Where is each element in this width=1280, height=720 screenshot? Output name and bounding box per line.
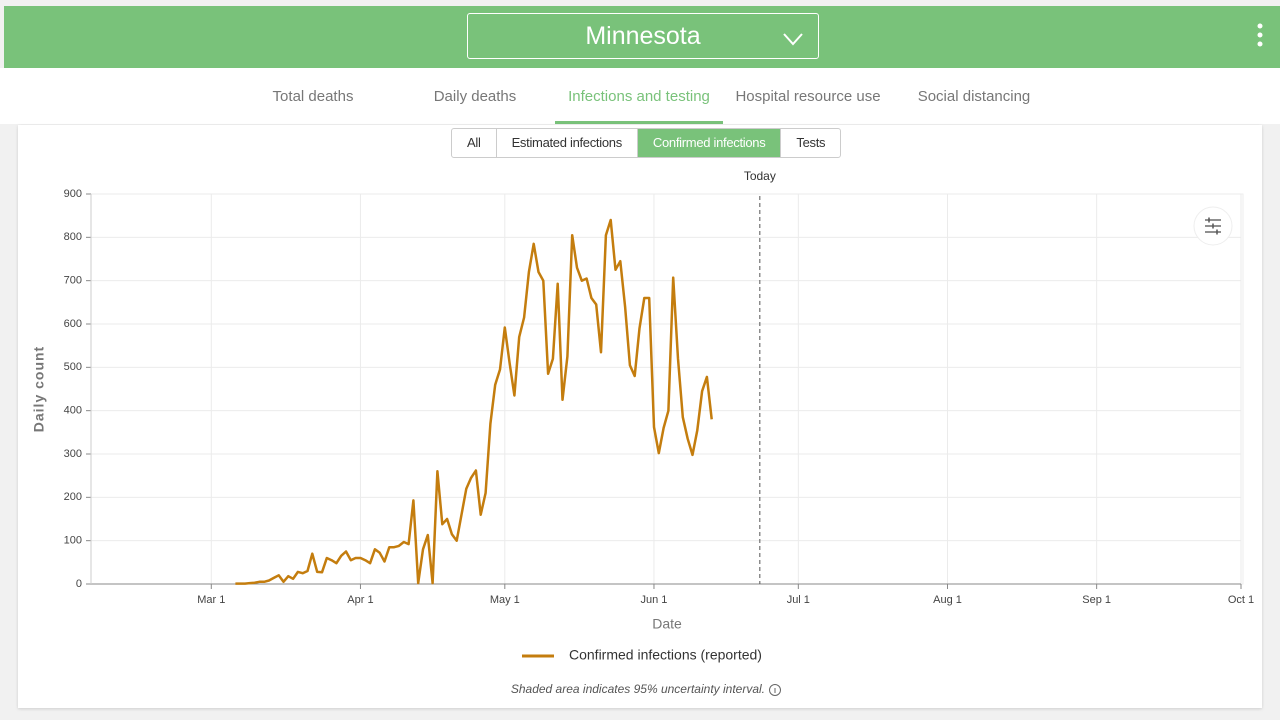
- menu-button[interactable]: [1256, 22, 1264, 50]
- state-name: Minnesota: [585, 22, 701, 50]
- x-tick-label: May 1: [490, 594, 520, 606]
- y-tick-label: 600: [64, 318, 82, 330]
- y-tick-label: 200: [64, 491, 82, 503]
- y-tick-label: 900: [64, 188, 82, 200]
- tab-bar: Total deaths Daily deaths Infections and t…: [0, 68, 1280, 124]
- tab[interactable]: Infections and testing: [568, 88, 710, 105]
- y-tick-label: 800: [64, 231, 82, 243]
- plot-frame: [90, 193, 1244, 585]
- filter-button[interactable]: Confirmed infections: [636, 129, 781, 157]
- dropdown-arrow: [783, 33, 803, 46]
- chart-card: [18, 125, 1262, 708]
- filter-button[interactable]: Estimated infections: [495, 129, 637, 157]
- x-tick-label: Apr 1: [347, 594, 373, 606]
- x-tick-label: Sep 1: [1082, 594, 1111, 606]
- y-tick-label: 700: [64, 275, 82, 287]
- x-tick-label: Mar 1: [197, 594, 225, 606]
- data-line: [235, 218, 713, 585]
- y-tick-label: 500: [64, 361, 82, 373]
- button-group: All Estimated infections Confirmed infecti…: [451, 128, 842, 158]
- x-tick-label: Jul 1: [787, 594, 810, 606]
- x-tick-label: Oct 1: [1228, 594, 1254, 606]
- top-bar: Minnesota: [4, 6, 1280, 68]
- tab-underline: [555, 121, 723, 124]
- tab[interactable]: Total deaths: [272, 88, 354, 105]
- y-tick-label: 300: [64, 448, 82, 460]
- y-tick-label: 100: [64, 535, 82, 547]
- footnote: Shaded area indicates 95% uncertainty in…: [511, 682, 765, 696]
- annotation-label: Today: [744, 169, 776, 183]
- x-tick-label: Jun 1: [641, 594, 668, 606]
- filter-button[interactable]: All: [467, 135, 481, 150]
- filter-button[interactable]: Tests: [780, 129, 840, 157]
- state-dropdown[interactable]: Minnesota: [467, 13, 819, 59]
- tab[interactable]: Social distancing: [917, 88, 1031, 105]
- info-icon: [769, 684, 781, 696]
- tab[interactable]: Hospital resource use: [735, 88, 881, 105]
- y-tick-label: 0: [76, 578, 82, 590]
- x-axis-title: Date: [652, 616, 682, 632]
- legend-label: Confirmed infections (reported): [569, 647, 762, 663]
- tab[interactable]: Daily deaths: [433, 88, 517, 105]
- y-axis-title: Daily count: [31, 346, 47, 432]
- y-tick-label: 400: [64, 405, 82, 417]
- x-tick-label: Aug 1: [933, 594, 962, 606]
